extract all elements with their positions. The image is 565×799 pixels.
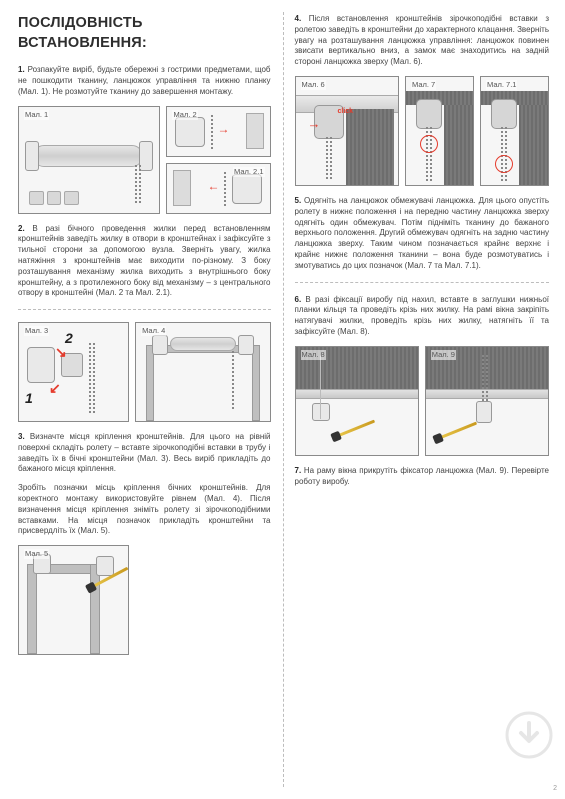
- figure-7-label: Мал. 7: [411, 80, 436, 90]
- step-5-num: 5.: [295, 196, 302, 205]
- step-3a-text: 3. Визначте місця кріплення кронштейнів.…: [18, 432, 271, 475]
- left-hsep: [18, 309, 271, 310]
- figure-1-label: Мал. 1: [24, 110, 49, 120]
- figure-3: Мал. 3 ↘ ↙ 1 2: [18, 322, 129, 422]
- figure-7-body: [406, 77, 473, 185]
- step-5-text: 5. Одягніть на ланцюжок обмежувачі ланцю…: [295, 196, 550, 272]
- figure-4: Мал. 4: [135, 322, 270, 422]
- figure-3-num2: 2: [65, 329, 73, 348]
- figure-2-label: Мал. 2: [172, 110, 197, 120]
- left-column: ПОСЛІДОВНІСТЬ ВСТАНОВЛЕННЯ: 1. Розпакуйт…: [0, 0, 283, 799]
- step-3b-text: Зробіть позначки місць кріплення бічних …: [18, 483, 271, 537]
- figure-71-body: [481, 77, 548, 185]
- figure-1-body: [19, 107, 159, 213]
- figure-71: Мал. 7.1: [480, 76, 549, 186]
- figure-9: Мал. 9: [425, 346, 549, 456]
- figure-4-label: Мал. 4: [141, 326, 166, 336]
- figure-8-body: [296, 347, 418, 455]
- step-3-num: 3.: [18, 432, 25, 441]
- figure-row-3: Мал. 5: [18, 545, 271, 655]
- step-4-text: 4. Після встановлення кронштейнів зірочк…: [295, 14, 550, 68]
- figure-7: Мал. 7: [405, 76, 474, 186]
- figure-6-label: Мал. 6: [301, 80, 326, 90]
- step-1-body: Розпакуйте виріб, будьте обережні з гост…: [18, 65, 271, 96]
- figure-6-body: click →: [296, 77, 398, 185]
- step-5-body: Одягніть на ланцюжок обмежувачі ланцюжка…: [295, 196, 550, 270]
- figure-1: Мал. 1: [18, 106, 160, 214]
- figure-4-body: [136, 323, 269, 421]
- figure-21: Мал. 2.1 ←: [166, 163, 270, 214]
- figure-8: Мал. 8: [295, 346, 419, 456]
- right-hsep: [295, 282, 550, 283]
- step-1-text: 1. Розпакуйте виріб, будьте обережні з г…: [18, 65, 271, 97]
- step-4-body: Після встановлення кронштейнів зірочкопо…: [295, 14, 550, 66]
- step-7-body: На раму вікна прикрутіть фіксатор ланцюж…: [295, 466, 549, 486]
- figure-5-spacer: [135, 545, 270, 655]
- step-1-num: 1.: [18, 65, 25, 74]
- figure-9-label: Мал. 9: [431, 350, 456, 360]
- figure-5-body: [19, 546, 128, 654]
- figure-9-body: [426, 347, 548, 455]
- right-column: 4. Після встановлення кронштейнів зірочк…: [283, 0, 565, 799]
- step-2-text: 2. В разі бічного проведення жилки перед…: [18, 224, 271, 300]
- figure-3-label: Мал. 3: [24, 326, 49, 336]
- step-7-text: 7. На раму вікна прикрутіть фіксатор лан…: [295, 466, 550, 488]
- figure-2: Мал. 2 →: [166, 106, 270, 157]
- figure-row-2: Мал. 3 ↘ ↙ 1 2 Мал. 4: [18, 322, 271, 422]
- figure-21-label: Мал. 2.1: [233, 167, 264, 177]
- figure-row-4: Мал. 6 click → Мал. 7: [295, 76, 550, 186]
- step-6-text: 6. В разі фіксації виробу під нахил, вст…: [295, 295, 550, 338]
- figure-5-label: Мал. 5: [24, 549, 49, 559]
- figure-8-label: Мал. 8: [301, 350, 326, 360]
- step-3a-body: Визначте місця кріплення кронштейнів. Дл…: [18, 432, 271, 473]
- page-number: 2: [553, 784, 557, 793]
- step-4-num: 4.: [295, 14, 302, 23]
- figure-2-group: Мал. 2 → Мал. 2.1 ←: [166, 106, 270, 214]
- figure-row-5: Мал. 8 Мал. 9: [295, 346, 550, 456]
- figure-3-num1: 1: [25, 389, 33, 408]
- figure-6: Мал. 6 click →: [295, 76, 399, 186]
- figure-3-body: ↘ ↙ 1 2: [19, 323, 128, 421]
- figure-71-label: Мал. 7.1: [486, 80, 517, 90]
- page-title: ПОСЛІДОВНІСТЬ ВСТАНОВЛЕННЯ:: [18, 14, 271, 53]
- page-root: ПОСЛІДОВНІСТЬ ВСТАНОВЛЕННЯ: 1. Розпакуйт…: [0, 0, 565, 799]
- step-7-num: 7.: [295, 466, 302, 475]
- figure-5: Мал. 5: [18, 545, 129, 655]
- step-6-body: В разі фіксації виробу під нахил, вставт…: [295, 295, 550, 336]
- step-2-body: В разі бічного проведення жилки перед вс…: [18, 224, 271, 298]
- step-2-num: 2.: [18, 224, 25, 233]
- watermark-icon: [505, 711, 553, 759]
- step-3b-body: Зробіть позначки місць кріплення бічних …: [18, 483, 271, 535]
- step-6-num: 6.: [295, 295, 302, 304]
- figure-6-click: click: [338, 107, 354, 116]
- figure-row-1: Мал. 1 Мал. 2: [18, 106, 271, 214]
